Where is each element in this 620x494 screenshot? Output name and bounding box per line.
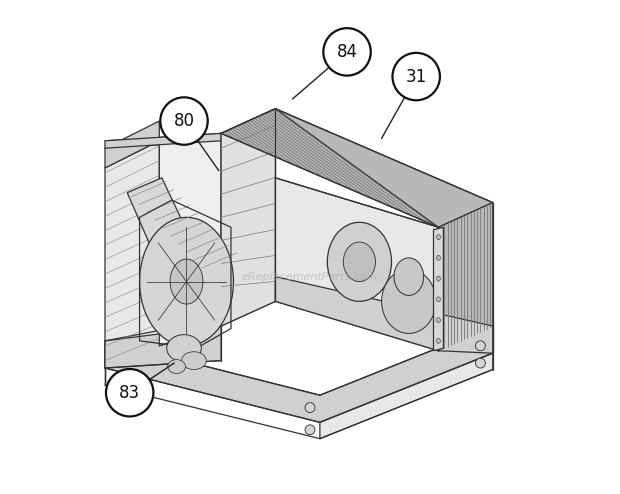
Text: eReplacementParts.com: eReplacementParts.com [242, 272, 378, 282]
Polygon shape [221, 109, 493, 227]
Polygon shape [105, 121, 159, 168]
Circle shape [305, 425, 315, 435]
Ellipse shape [168, 360, 185, 373]
Circle shape [115, 374, 125, 384]
Polygon shape [105, 141, 159, 368]
Text: 83: 83 [119, 384, 140, 402]
Ellipse shape [182, 352, 206, 370]
Circle shape [161, 97, 208, 145]
Circle shape [305, 403, 315, 412]
Ellipse shape [343, 242, 376, 282]
Circle shape [324, 28, 371, 76]
Circle shape [392, 53, 440, 100]
Polygon shape [433, 227, 443, 351]
Ellipse shape [436, 297, 440, 302]
Polygon shape [105, 326, 221, 368]
Circle shape [476, 358, 485, 368]
Polygon shape [275, 277, 493, 353]
Polygon shape [105, 133, 221, 148]
Polygon shape [127, 178, 206, 289]
Ellipse shape [436, 255, 440, 260]
Ellipse shape [327, 222, 391, 301]
Circle shape [106, 369, 153, 416]
Polygon shape [221, 109, 275, 326]
Text: 31: 31 [405, 68, 427, 85]
Polygon shape [159, 133, 221, 346]
Circle shape [476, 341, 485, 351]
Ellipse shape [394, 258, 423, 295]
Polygon shape [275, 178, 438, 351]
Ellipse shape [436, 235, 440, 240]
Ellipse shape [170, 259, 203, 304]
Ellipse shape [436, 276, 440, 281]
Ellipse shape [436, 318, 440, 323]
Polygon shape [105, 326, 493, 422]
Ellipse shape [167, 335, 202, 362]
Ellipse shape [382, 269, 436, 333]
Polygon shape [320, 353, 493, 439]
Text: 80: 80 [174, 112, 195, 130]
Text: 84: 84 [337, 43, 358, 61]
Ellipse shape [436, 338, 440, 343]
Polygon shape [438, 203, 493, 351]
Ellipse shape [140, 217, 233, 346]
